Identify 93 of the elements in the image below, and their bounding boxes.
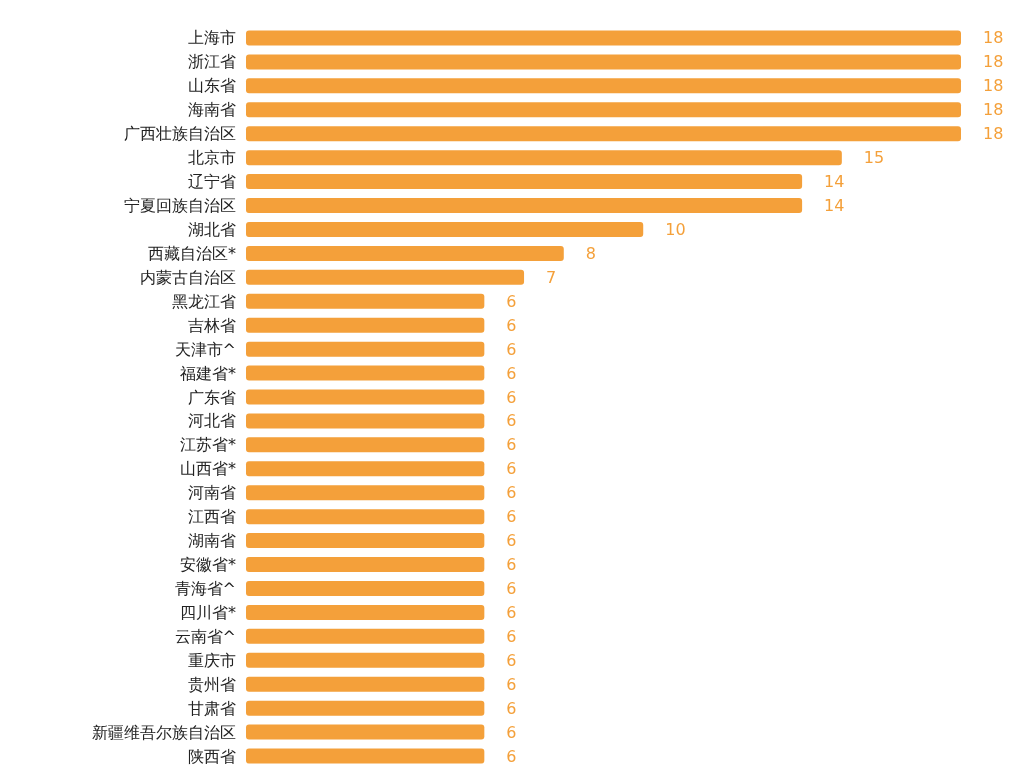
bar	[246, 102, 961, 118]
bar	[246, 628, 485, 644]
data-label: 14	[824, 172, 845, 192]
data-label: 18	[983, 52, 1004, 72]
y-tick-label: 西藏自治区*	[148, 243, 236, 263]
bar	[246, 748, 485, 764]
bar	[246, 676, 485, 692]
bar	[246, 198, 803, 214]
data-label: 18	[983, 28, 1004, 48]
y-tick-label: 青海省^	[174, 578, 236, 598]
y-tick-label: 云南省^	[174, 626, 236, 646]
y-tick-label: 河南省	[188, 483, 236, 503]
bar	[246, 126, 961, 142]
data-label: 6	[506, 578, 517, 598]
data-label: 6	[506, 602, 517, 622]
data-label: 18	[983, 76, 1004, 96]
y-tick-label: 安徽省*	[180, 555, 236, 575]
data-label: 18	[983, 124, 1004, 144]
y-tick-label: 江西省	[188, 507, 236, 527]
bar	[246, 437, 485, 453]
data-label: 8	[585, 243, 596, 263]
data-label: 10	[665, 219, 686, 239]
y-tick-label: 海南省	[188, 100, 236, 120]
y-tick-label: 福建省*	[180, 363, 236, 383]
bar	[246, 317, 485, 333]
y-tick-label: 辽宁省	[188, 172, 236, 192]
y-tick-label: 江苏省*	[180, 435, 236, 455]
bar	[246, 221, 644, 237]
y-tick-label: 内蒙古自治区	[140, 267, 236, 287]
y-tick-label: 山西省*	[180, 459, 236, 479]
y-tick-label: 重庆市	[188, 650, 236, 670]
y-tick-label: 黑龙江省	[172, 291, 236, 311]
bar	[246, 150, 842, 166]
y-tick-label: 新疆维吾尔族自治区	[92, 722, 236, 742]
bar	[246, 54, 961, 70]
bar	[246, 30, 961, 46]
y-tick-label: 四川省*	[180, 602, 236, 622]
y-tick-label: 湖南省	[188, 531, 236, 551]
bar	[246, 604, 485, 620]
bar	[246, 341, 485, 357]
bar	[246, 724, 485, 740]
bar	[246, 413, 485, 429]
data-label: 6	[506, 626, 517, 646]
bar	[246, 652, 485, 668]
data-label: 6	[506, 411, 517, 431]
data-label: 6	[506, 555, 517, 575]
y-tick-label: 北京市	[188, 148, 236, 168]
y-tick-label: 上海市	[188, 28, 236, 48]
y-tick-label: 河北省	[188, 411, 236, 431]
data-label: 6	[506, 650, 517, 670]
data-label: 6	[506, 291, 517, 311]
data-label: 6	[506, 531, 517, 551]
bar	[246, 485, 485, 501]
y-tick-label: 天津市^	[174, 339, 236, 359]
bar	[246, 245, 564, 261]
y-tick-label: 湖北省	[188, 219, 236, 239]
data-label: 14	[824, 196, 845, 216]
data-label: 6	[506, 315, 517, 335]
bar	[246, 580, 485, 596]
data-label: 6	[506, 483, 517, 503]
data-label: 6	[506, 507, 517, 527]
data-label: 6	[506, 363, 517, 383]
bar	[246, 389, 485, 405]
data-label: 6	[506, 435, 517, 455]
bar	[246, 78, 961, 94]
bar	[246, 557, 485, 573]
y-tick-label: 浙江省	[188, 52, 236, 72]
data-label: 15	[863, 148, 885, 168]
data-label: 6	[506, 746, 517, 766]
data-label: 18	[983, 100, 1004, 120]
bar	[246, 174, 803, 190]
y-tick-label: 甘肃省	[188, 698, 236, 718]
data-label: 6	[506, 459, 517, 479]
data-label: 6	[506, 698, 517, 718]
data-label: 6	[506, 722, 517, 742]
bar	[246, 509, 485, 525]
data-label: 6	[506, 339, 517, 359]
bar	[246, 533, 485, 549]
data-label: 7	[546, 267, 557, 287]
data-label: 6	[506, 674, 517, 694]
data-label: 6	[506, 387, 517, 407]
bar	[246, 461, 485, 477]
y-tick-label: 吉林省	[188, 315, 236, 335]
y-tick-label: 山东省	[188, 76, 236, 96]
y-tick-label: 宁夏回族自治区	[124, 196, 236, 216]
y-tick-label: 广东省	[188, 387, 236, 407]
y-tick-label: 陕西省	[188, 746, 236, 766]
y-tick-label: 贵州省	[188, 674, 236, 694]
y-tick-label: 广西壮族自治区	[124, 124, 236, 144]
bar	[246, 269, 525, 285]
bar	[246, 700, 485, 716]
bar	[246, 365, 485, 381]
bar	[246, 293, 485, 309]
